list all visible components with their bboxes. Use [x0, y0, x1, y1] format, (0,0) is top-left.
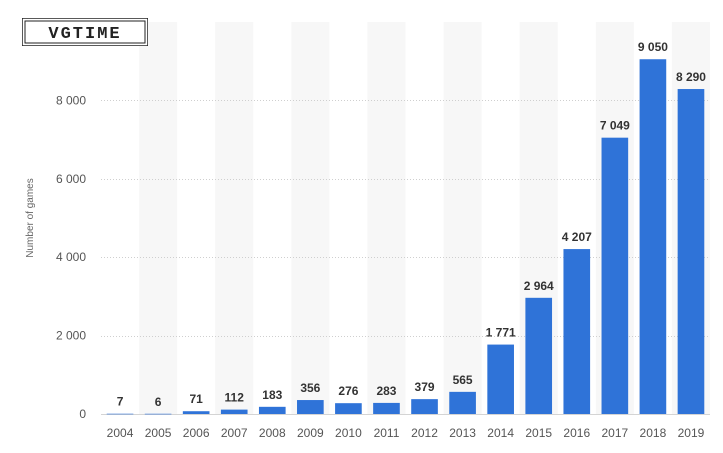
vgtime-logo-text: VGTIME — [48, 25, 121, 44]
x-tick-label-2009: 2009 — [297, 426, 324, 440]
x-tick-label-2017: 2017 — [601, 426, 628, 440]
x-tick-label-2014: 2014 — [487, 426, 514, 440]
data-label-2004: 7 — [117, 395, 124, 409]
data-label-2019: 8 290 — [676, 70, 706, 84]
y-axis-ticks: 0 2 000 4 000 6 000 8 000 — [56, 93, 86, 421]
bar-2018 — [639, 59, 667, 415]
bar-2008 — [258, 406, 286, 414]
column-band — [291, 22, 330, 414]
x-tick-label-2004: 2004 — [107, 426, 134, 440]
column-band — [139, 22, 178, 414]
data-label-2007: 112 — [225, 391, 245, 405]
column-band — [443, 22, 482, 414]
column-band — [367, 22, 406, 414]
bar-2009 — [297, 400, 324, 414]
y-tick-label: 2 000 — [56, 329, 86, 343]
data-label-2013: 565 — [453, 373, 473, 387]
x-tick-label-2019: 2019 — [678, 426, 705, 440]
x-tick-label-2018: 2018 — [640, 426, 667, 440]
data-label-2010: 276 — [338, 384, 358, 398]
bar-2010 — [335, 403, 362, 414]
data-label-2015: 2 964 — [524, 279, 554, 293]
x-tick-label-2008: 2008 — [259, 426, 286, 440]
y-tick-label: 0 — [79, 407, 86, 421]
data-label-2006: 71 — [189, 392, 203, 406]
y-tick-label: 8 000 — [56, 93, 86, 107]
bar-2007 — [220, 409, 248, 414]
bar-2011 — [373, 402, 400, 414]
data-label-2012: 379 — [415, 380, 435, 394]
y-axis-title: Number of games — [25, 178, 36, 257]
column-band — [215, 22, 254, 414]
x-tick-label-2011: 2011 — [374, 426, 400, 440]
bar-2012 — [411, 399, 438, 414]
data-label-2008: 183 — [262, 388, 282, 402]
x-tick-label-2007: 2007 — [221, 426, 248, 440]
bar-2006 — [182, 411, 210, 414]
x-tick-label-2016: 2016 — [563, 426, 590, 440]
data-labels: 7 6 71 112 183 356 276 283 379 565 1 771 2 964 4 207… — [117, 40, 707, 409]
bar-2017 — [601, 137, 629, 414]
x-tick-label-2005: 2005 — [145, 426, 172, 440]
data-label-2014: 1 771 — [486, 326, 516, 340]
x-tick-label-2006: 2006 — [183, 426, 210, 440]
bar-2004 — [106, 413, 134, 415]
bar-2014 — [487, 344, 514, 414]
data-label-2011: 283 — [376, 384, 396, 398]
data-label-2009: 356 — [300, 381, 320, 395]
data-label-2016: 4 207 — [562, 230, 592, 244]
bar-2016 — [563, 249, 591, 414]
bar-2013 — [449, 391, 476, 414]
vgtime-logo: VGTIME — [22, 18, 148, 46]
data-label-2005: 6 — [155, 395, 162, 409]
bars — [106, 59, 705, 415]
x-axis-ticks: 2004 2005 2006 2007 2008 2009 2010 2011 2012 2013… — [107, 426, 705, 440]
y-tick-label: 4 000 — [56, 250, 86, 264]
bar-2005 — [144, 413, 172, 415]
data-label-2018: 9 050 — [638, 40, 668, 54]
x-tick-label-2010: 2010 — [335, 426, 362, 440]
x-tick-label-2015: 2015 — [525, 426, 552, 440]
y-tick-label: 6 000 — [56, 172, 86, 186]
x-tick-label-2013: 2013 — [449, 426, 476, 440]
bar-2015 — [525, 297, 553, 414]
x-tick-label-2012: 2012 — [411, 426, 438, 440]
data-label-2017: 7 049 — [600, 119, 630, 133]
bar-2019 — [677, 89, 705, 415]
